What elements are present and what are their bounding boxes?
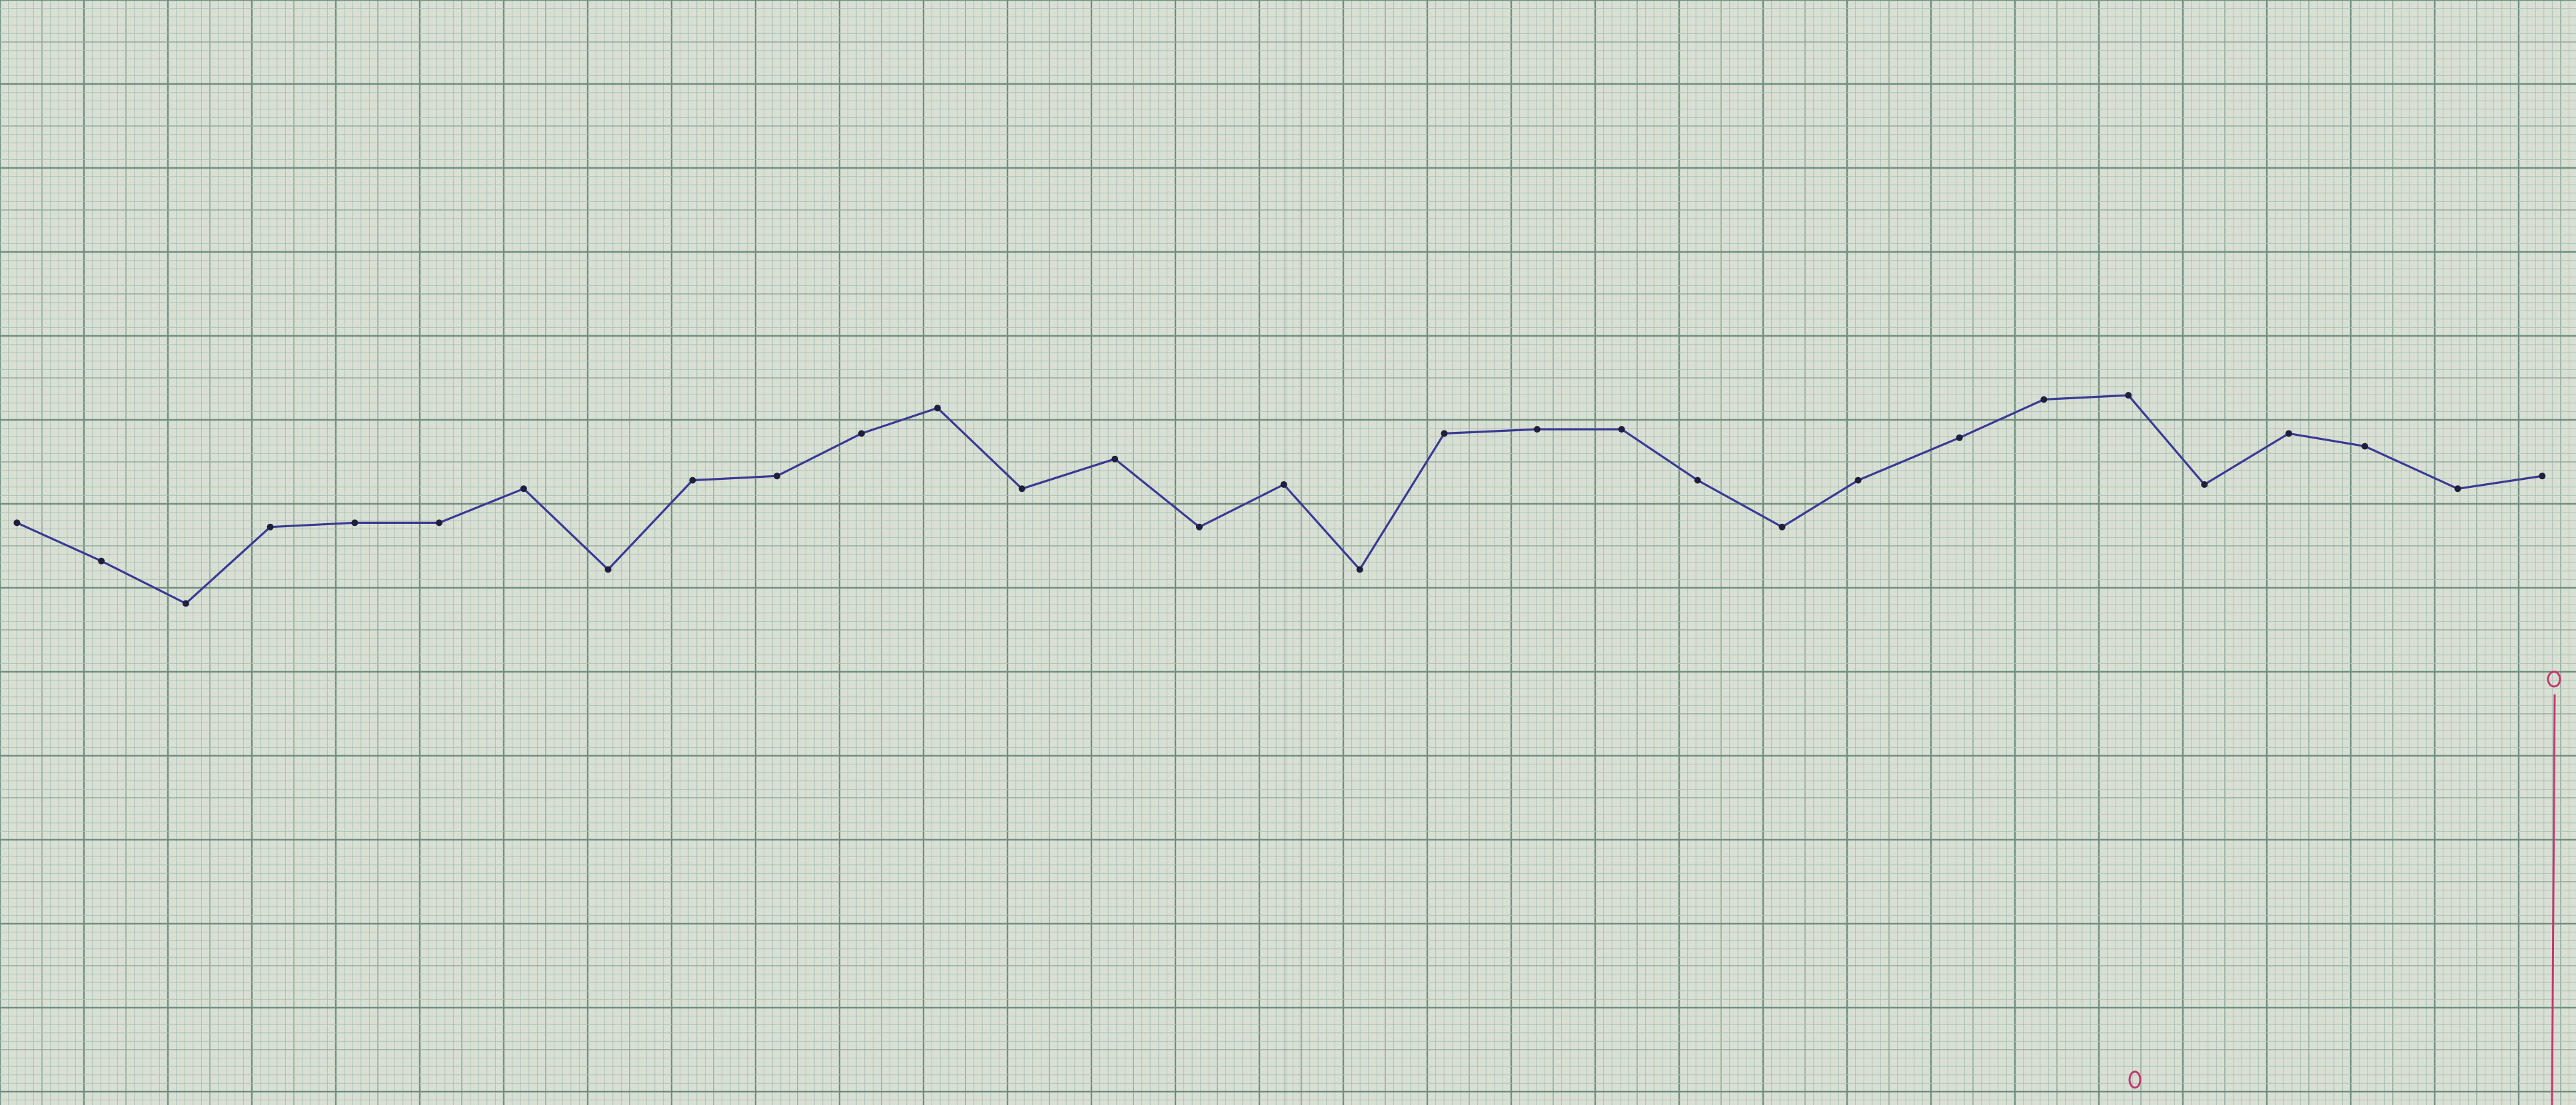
data-point-16 [1356, 566, 1363, 573]
data-point-21 [1778, 523, 1786, 531]
data-point-2 [182, 600, 189, 607]
data-point-3 [267, 523, 274, 531]
data-point-23 [1956, 434, 1963, 441]
data-point-17 [1441, 430, 1448, 437]
data-point-24 [2040, 396, 2048, 403]
data-point-28 [2361, 443, 2369, 450]
data-point-26 [2201, 481, 2208, 488]
red-circle-mark [2547, 670, 2561, 688]
data-point-20 [1694, 477, 1701, 484]
red-pen-marks [2128, 670, 2561, 1105]
data-point-6 [520, 485, 527, 493]
data-point-29 [2454, 485, 2461, 493]
data-point-0 [13, 519, 21, 527]
data-point-10 [858, 430, 865, 437]
data-point-13 [1111, 455, 1119, 463]
red-small-circle-mark [2128, 1070, 2142, 1089]
data-point-4 [351, 519, 358, 527]
data-point-8 [689, 477, 696, 484]
data-point-9 [774, 473, 781, 480]
data-point-30 [2539, 473, 2546, 480]
data-point-22 [1854, 477, 1862, 484]
data-point-18 [1533, 426, 1541, 433]
data-point-7 [604, 566, 612, 573]
red-vertical-mark [2551, 694, 2556, 1105]
data-point-14 [1195, 523, 1203, 531]
data-point-5 [436, 519, 443, 527]
data-point-1 [98, 557, 105, 564]
data-point-25 [2125, 392, 2132, 399]
data-point-27 [2285, 430, 2292, 437]
series-points-group [13, 392, 2546, 607]
data-point-11 [934, 405, 941, 412]
data-point-12 [1018, 485, 1025, 493]
data-point-15 [1280, 481, 1287, 488]
data-point-19 [1618, 426, 1625, 433]
